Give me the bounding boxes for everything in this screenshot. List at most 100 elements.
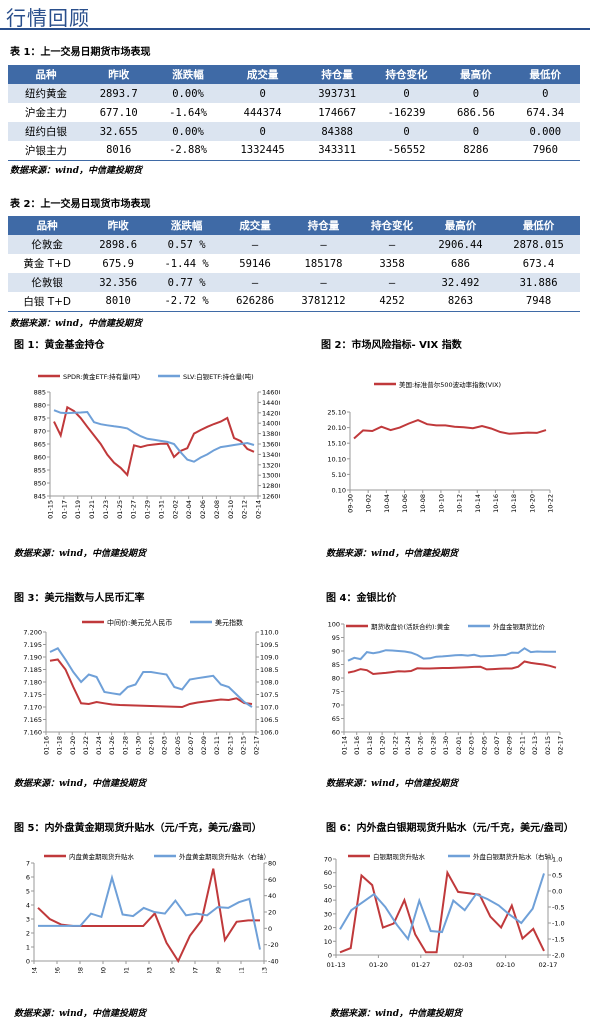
table-header-row: 品种 昨收 涨跌幅 成交量 持仓量 持仓变化 最高价 最低价 [8,65,580,84]
fig5-title: 图 5：内外盘黄金期现货升贴水（元/千克，美元/盎司） [14,823,262,834]
table-cell: 0 [371,122,442,141]
table-cell: 675.9 [102,257,134,270]
y-tick-label: 7.195 [23,641,42,649]
table-cell: 0.57 % [150,235,224,254]
legend-label: 期货收盘价(活跃合约):黄金 [371,622,450,631]
column-header: 持仓变化 [360,216,424,235]
column-header: 昨收 [86,216,150,235]
row-label: 沪金主力 [25,107,68,119]
x-tick-label: 02-09 [506,736,514,755]
y-tick-label: 865 [34,441,46,449]
series-line [53,409,255,463]
fig6-source: 数据来源：wind，中信建投期货 [330,1009,463,1019]
table-row: 伦敦银 32.356 0.77 % – – –32.492 31.886 [8,273,580,292]
x-tick-label: 10-16 [492,494,500,513]
y2-tick-label: 108.0 [260,679,279,687]
x-tick-label: 02-03 [468,736,476,755]
x-tick-label: 01-18 [56,736,64,755]
y-tick-label: 845 [34,493,46,501]
series-line [353,419,547,440]
table2-source: 数据来源：wind，中信建投期货 [10,319,143,329]
y2-tick-label: 110.0 [260,629,279,637]
table-row: 纽约白银 32.655 0.00% 0 84388 0 0 0.000 [8,122,580,141]
y2-tick-label: 12600 [262,493,280,501]
table-cell: 0.77 % [150,273,224,292]
legend-label: 外盘金银期货比价 [493,622,546,631]
fig5-source: 数据来源：wind，中信建投期货 [14,1009,147,1019]
x-tick-label: 02-13 [531,736,539,755]
table-cell: 185178 [304,257,343,270]
table-cell: 4252 [379,295,405,308]
x-tick-label: 02-14 [255,500,263,519]
y-tick-label: 1 [26,944,30,952]
x-tick-label: 01-17 [60,500,68,519]
column-header: 成交量 [223,216,287,235]
table-cell: 8286 [463,144,489,157]
column-header: 昨收 [84,65,154,84]
y-tick-label: 20 [324,924,332,932]
x-tick-label: 02-17 [539,961,558,969]
x-tick-label: 01-22 [391,736,399,755]
y-tick-label: 75 [332,688,340,696]
x-tick-label: 02-12 [241,500,249,519]
series-line [49,658,253,709]
x-tick-label: 01-26 [108,736,116,755]
x-tick-label: 02-01 [455,736,463,755]
y-tick-label: 7.165 [23,716,42,724]
table-cell: 0 [510,84,580,103]
y-tick-label: 65 [332,715,340,723]
y2-tick-label: 107.0 [260,704,279,712]
y-tick-label: 5.10 [332,471,346,479]
y-tick-label: 4 [26,902,30,910]
x-tick-label: 01-18 [366,736,374,755]
fig1-chart: SPDR:黄金ETF:持有量(吨) SLV:白银ETF:持仓量(吨) 845 850 8… [34,372,280,519]
y2-tick-label: 13000 [262,472,280,480]
table-cell: -16239 [387,106,426,119]
y-tick-label: 85 [332,661,340,669]
table-cell: -2.72 % [164,295,209,308]
x-tick-label: 01-24 [95,736,103,755]
title-rule [0,28,590,30]
table2-title: 表 2：上一交易日现货市场表现 [10,199,151,210]
column-header: 涨跌幅 [150,216,224,235]
y2-tick-label: 60 [268,876,276,884]
y-tick-label: 7.160 [23,729,42,737]
table-row: 沪金主力 677.10 -1.64% 444374 174667 -16239 686.56… [8,103,580,122]
series-line [339,869,545,954]
x-tick-label: 01-26 [417,736,425,755]
x-tick-label: 02-01 [123,967,131,973]
table-cell: 8016 [106,144,132,157]
table-cell: 7960 [532,144,558,157]
table-cell: 444374 [243,106,282,119]
legend-label: SPDR:黄金ETF:持有量(吨) [63,372,140,381]
x-tick-label: 01-24 [404,736,412,755]
fig3-source: 数据来源：wind，中信建投期货 [14,779,147,789]
y-tick-label: 860 [34,454,46,462]
table-cell: 3781212 [301,295,346,308]
x-tick-label: 02-03 [146,967,154,973]
x-tick-label: 02-09 [200,736,208,755]
fig2-chart: 美国:标准普尔500波动率指数(VIX) 0.10 5.10 10.10 15.10 20… [327,380,554,513]
x-tick-label: 02-09 [215,967,223,973]
x-tick-label: 02-11 [518,736,526,755]
column-header: 持仓量 [302,65,372,84]
fig5-chart: 内盘黄金期现货升贴水 外盘黄金期现货升贴水（右轴）01234567-40-2002… [26,852,279,973]
table-row: 白银 T+D 8010 -2.72 % 626286 3781212 4252 8263 79… [8,292,580,311]
x-tick-label: 01-27 [130,500,138,519]
table-cell: 0 [222,122,303,141]
y2-tick-label: 13800 [262,430,280,438]
y-tick-label: 7.180 [23,679,42,687]
x-tick-label: 01-30 [100,967,108,973]
row-label: 伦敦金 [8,235,87,254]
futures-table: 品种 昨收 涨跌幅 成交量 持仓量 持仓变化 最高价 最低价 纽约黄金 2893.7 0.00% 0 3… [8,65,580,161]
x-tick-label: 02-17 [557,736,565,755]
table-cell: – [360,235,424,254]
legend-label: 白银期现货升贴水 [373,852,426,861]
y-tick-label: 855 [34,467,46,475]
x-tick-label: 01-23 [102,500,110,519]
table-cell: 2898.6 [86,235,150,254]
fig1-title: 图 1：黄金基金持仓 [14,340,105,351]
x-tick-label: 01-30 [134,736,142,755]
x-tick-label: 02-02 [171,500,179,519]
x-tick-label: 02-08 [213,500,221,519]
